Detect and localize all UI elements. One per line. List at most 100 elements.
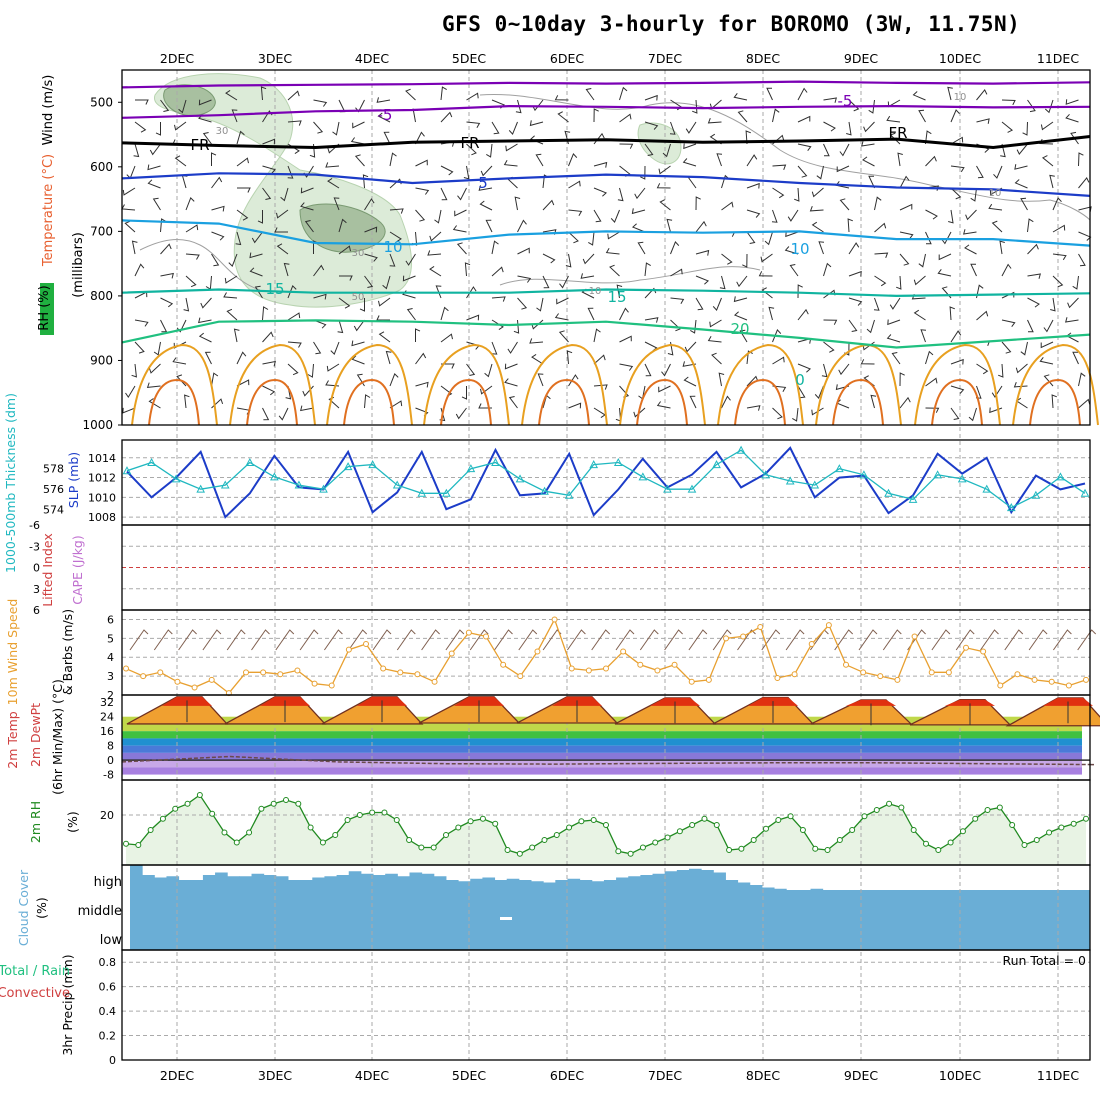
wind-barb	[236, 351, 247, 365]
rh-point	[135, 842, 142, 848]
cloud-level-label: high	[94, 875, 122, 890]
wind-barb	[718, 372, 725, 387]
wind-barb	[918, 253, 926, 268]
wind-speed-point	[551, 616, 558, 623]
wind-barb-10m	[1004, 629, 1024, 651]
temp-color-band	[122, 731, 1082, 739]
wind-speed-point	[500, 661, 507, 668]
day-label-bottom: 4DEC	[355, 1068, 389, 1083]
wind-barb	[537, 373, 544, 387]
wind-barb	[736, 275, 748, 288]
wind-barb-10m	[882, 629, 902, 651]
slp-tick: 1014	[88, 452, 116, 465]
temp-contour-25	[717, 343, 804, 426]
rh-point	[221, 829, 228, 836]
wind-barb	[644, 287, 657, 299]
wind-speed-point	[843, 661, 849, 668]
wind-barb	[405, 253, 416, 266]
wind-barb	[811, 187, 824, 198]
wind-barb	[198, 99, 212, 106]
axis-label-upper: (millibars)	[71, 232, 86, 298]
wind-barb	[287, 312, 301, 321]
axis-label-precip: 3hr Precip (mm)	[60, 954, 75, 1055]
wind-barb	[742, 253, 748, 268]
temp-contour-30	[734, 378, 786, 426]
wind-barb	[452, 225, 467, 233]
wind-barb	[364, 253, 378, 262]
wind-barb	[711, 352, 722, 365]
wind-barb	[1022, 121, 1028, 136]
wind-barb	[389, 152, 397, 167]
wind-barb	[478, 403, 492, 409]
wind-barb	[405, 88, 416, 101]
wind-barb	[174, 155, 187, 167]
wind-barb-10m	[494, 629, 513, 651]
cloud-high-bar	[130, 865, 143, 890]
wind-barb	[185, 197, 195, 211]
rh-point	[910, 827, 917, 833]
wind-barb	[1078, 231, 1092, 241]
temp-contour-30	[538, 378, 590, 426]
cloud-high-bar	[664, 871, 678, 890]
pressure-tick: 700	[90, 224, 113, 238]
wind-barb	[262, 360, 276, 367]
wind-barb	[466, 143, 477, 156]
wind-barb	[204, 351, 212, 365]
wind-barb	[121, 204, 136, 211]
rh-point	[283, 797, 289, 803]
wind-barb	[925, 130, 932, 145]
wind-barb	[687, 176, 697, 189]
wind-barb	[389, 253, 396, 267]
thickness-point	[515, 474, 525, 483]
wind-barb	[839, 143, 850, 157]
wind-barb	[965, 209, 977, 221]
slp-line	[126, 446, 1086, 519]
wind-barb	[684, 341, 697, 353]
wind-barb	[287, 165, 294, 179]
wind-barb	[785, 231, 799, 238]
wind-barb-10m	[226, 629, 246, 651]
wind-barb	[970, 187, 977, 202]
cloud-low-middle	[130, 890, 1090, 950]
temp-contour-25	[423, 343, 510, 426]
wind-speed-point	[380, 665, 387, 672]
cloud-high-bar	[774, 888, 787, 890]
wind-speed-point	[465, 629, 472, 636]
wind-barb	[155, 122, 161, 136]
wind-barb	[176, 374, 187, 387]
wind-barb	[1078, 398, 1091, 409]
axis-label-temp: 2m Temp	[5, 711, 20, 768]
wind-barb	[964, 244, 977, 255]
wind-barb	[332, 121, 340, 136]
wind-barb	[1044, 99, 1054, 114]
cloud-high-bar	[275, 876, 289, 890]
wind-barb	[886, 115, 901, 123]
wind-barb	[185, 275, 197, 288]
wind-tick: 3	[107, 670, 114, 683]
wind-barb	[287, 341, 302, 348]
wind-barb	[682, 158, 697, 167]
wind-barb	[134, 263, 145, 277]
wind-barb-10m	[178, 629, 197, 651]
cloud-high-bar	[470, 878, 483, 890]
wind-barb	[1001, 121, 1014, 133]
day-label-top: 8DEC	[746, 51, 780, 66]
wind-barb	[211, 152, 217, 166]
pressure-tick: 500	[90, 95, 113, 109]
wind-barb	[435, 285, 442, 299]
panel-frame-slp	[121, 439, 1091, 526]
wind-barb	[1067, 297, 1079, 309]
wind-barb	[868, 99, 875, 114]
wind-barb	[1078, 176, 1090, 189]
rh-point	[393, 817, 400, 823]
wind-tick: 6	[107, 613, 114, 626]
thickness-tick: 578	[43, 463, 64, 476]
wind-barb	[440, 333, 453, 343]
wind-barb	[262, 165, 276, 174]
day-label-top: 2DEC	[160, 51, 194, 66]
precip-tick: 0.4	[99, 1005, 117, 1018]
wind-barb	[466, 121, 481, 128]
wind-barb-10m	[834, 629, 854, 651]
wind-barb	[695, 220, 707, 233]
wind-speed-point	[894, 676, 901, 683]
